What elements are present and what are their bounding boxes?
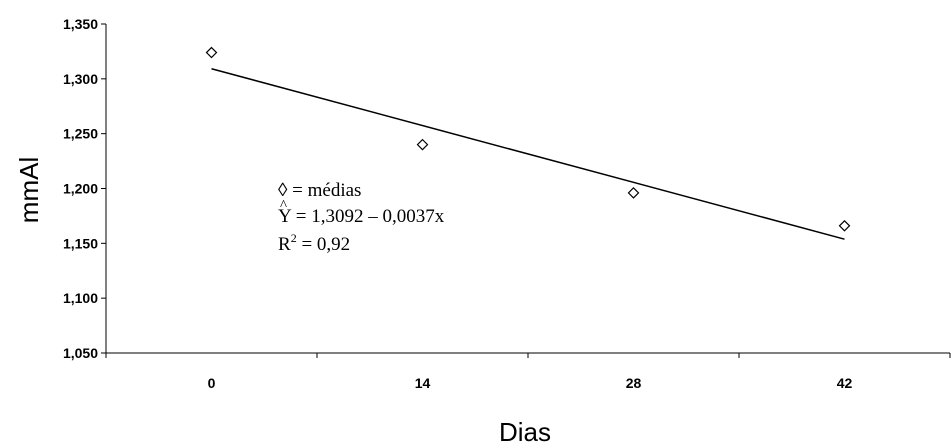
data-point — [416, 138, 429, 151]
axes — [105, 24, 950, 354]
annotation-means: ◊ = médias — [278, 180, 361, 201]
y-tick-label: 1,350 — [63, 16, 98, 32]
x-tick-label: 14 — [415, 375, 431, 391]
x-tick-label: 28 — [626, 375, 642, 391]
annotation-r2-prefix: R — [278, 234, 291, 255]
trend-line — [211, 68, 845, 240]
data-point — [627, 187, 640, 199]
annotation-equation: Y = 1,3092 – 0,0037x — [278, 206, 445, 227]
y-tick-label: 1,150 — [63, 235, 98, 251]
annotation-r2-rest: = 0,92 — [297, 234, 350, 255]
y-tick-label: 1,300 — [63, 71, 98, 87]
x-ticks: 0 14 28 42 — [105, 353, 951, 391]
y-tick-label: 1,050 — [63, 345, 98, 361]
annotation-equation-rest: = 1,3092 – 0,0037x — [291, 206, 445, 227]
y-axis-title: mmAl — [14, 157, 44, 223]
x-tick-label: 0 — [208, 375, 216, 391]
annotation-r2: R2 = 0,92 — [278, 231, 350, 255]
y-tick-label: 1,250 — [63, 126, 98, 142]
annotation-block: ◊ = médias Y = 1,3092 – 0,0037x ^ R2 = 0… — [278, 180, 445, 255]
x-tick-label: 42 — [837, 375, 853, 391]
data-points — [205, 46, 851, 232]
y-tick-label: 1,200 — [63, 181, 98, 197]
y-tick-label: 1,100 — [63, 290, 98, 306]
annotation-hat: ^ — [280, 198, 287, 214]
data-point — [205, 46, 218, 59]
y-ticks: 1,050 1,100 1,150 1,200 1,250 1,300 1,350 — [63, 16, 106, 361]
annotation-r2-sup: 2 — [291, 231, 297, 245]
annotation-equation-y: Y — [278, 206, 292, 227]
x-axis-title: Dias — [499, 417, 551, 443]
data-point — [838, 219, 851, 232]
